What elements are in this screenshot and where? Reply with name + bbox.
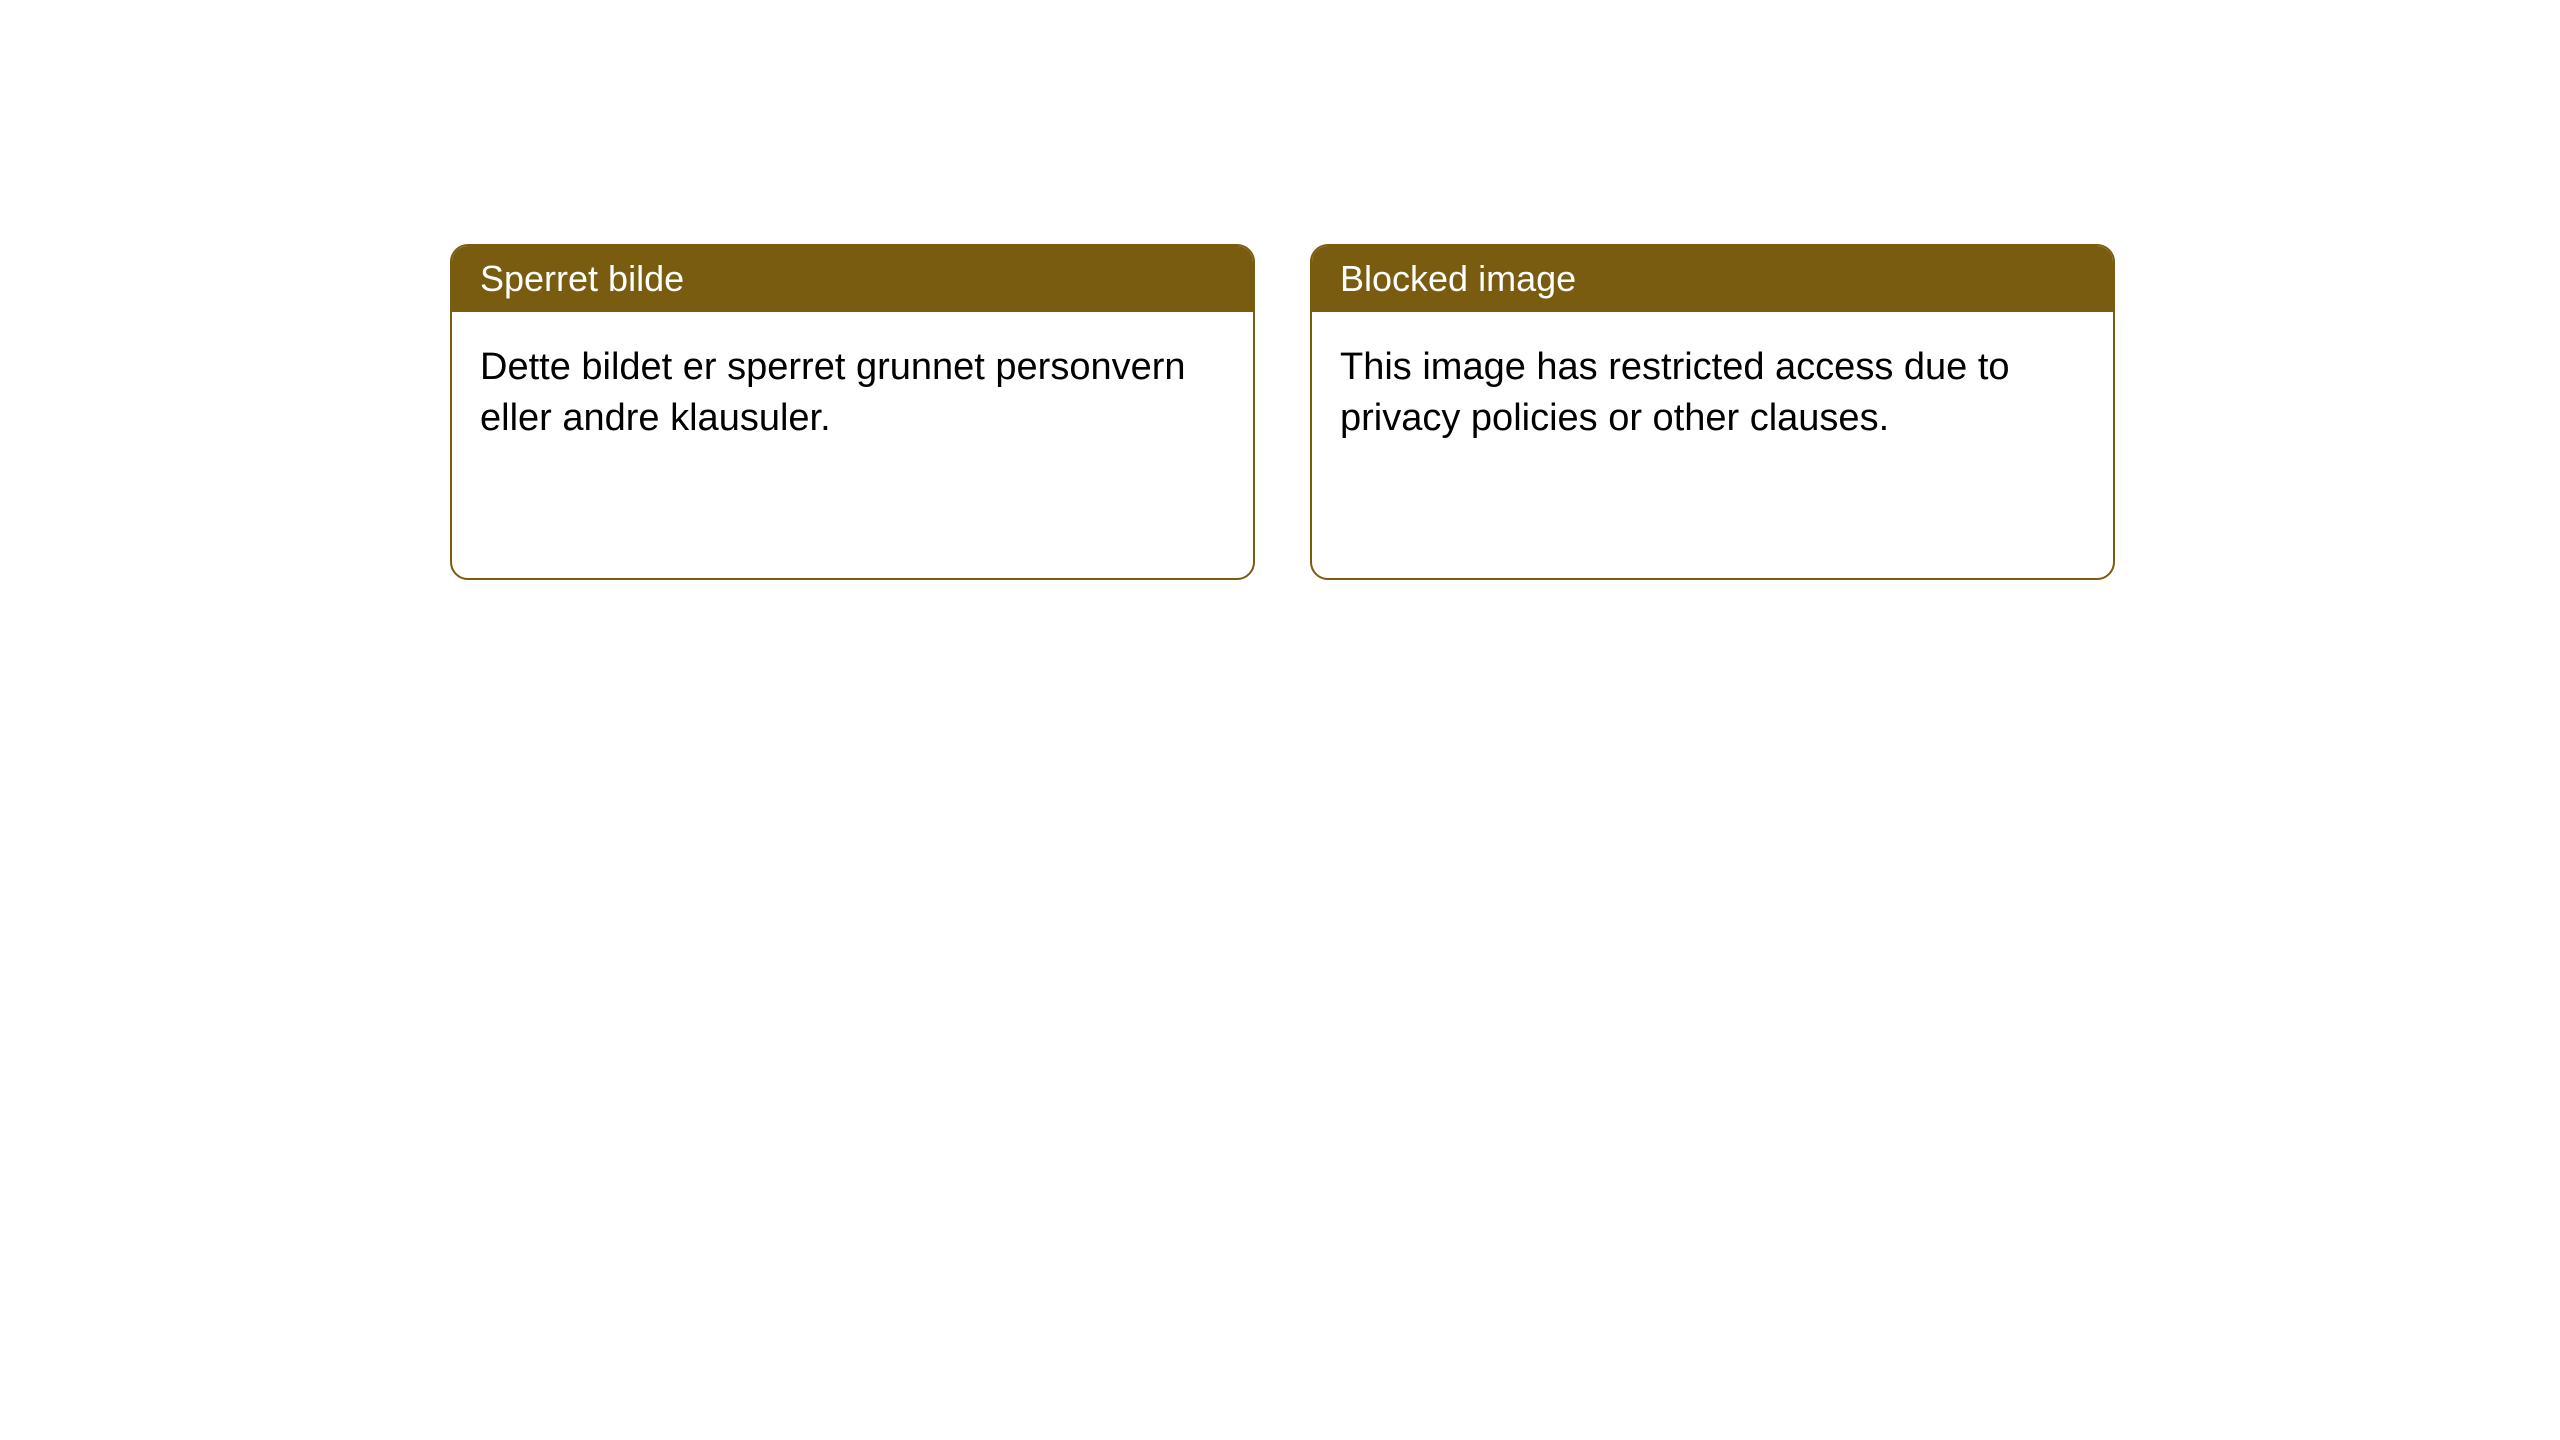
- blocked-image-card-en: Blocked image This image has restricted …: [1310, 244, 2115, 580]
- card-body-en: This image has restricted access due to …: [1312, 312, 2113, 475]
- blocked-image-cards-container: Sperret bilde Dette bildet er sperret gr…: [450, 244, 2115, 580]
- card-body-no: Dette bildet er sperret grunnet personve…: [452, 312, 1253, 475]
- card-header-no: Sperret bilde: [452, 246, 1253, 312]
- card-header-en: Blocked image: [1312, 246, 2113, 312]
- blocked-image-card-no: Sperret bilde Dette bildet er sperret gr…: [450, 244, 1255, 580]
